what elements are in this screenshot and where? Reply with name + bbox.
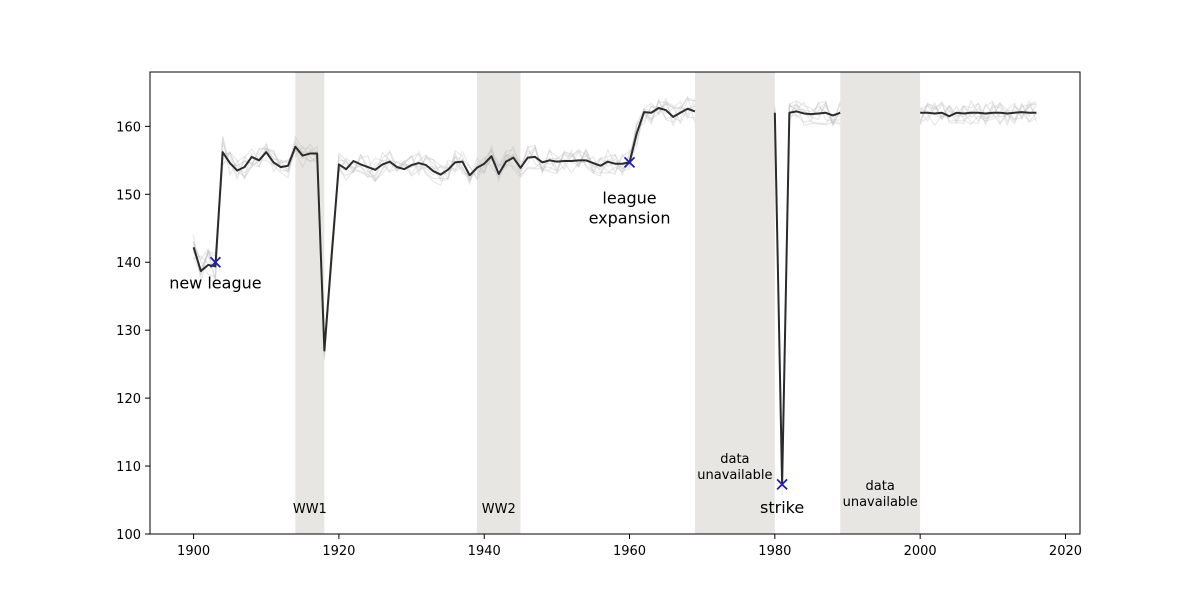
y-tick-label: 150: [116, 188, 141, 203]
x-tick-label: 1960: [613, 544, 646, 559]
ghost-line: [919, 100, 1037, 125]
ghost-line: [193, 100, 695, 355]
x-marker-stroke: [623, 156, 636, 168]
region-label: data unavailable: [697, 452, 772, 483]
x-marker: [209, 256, 222, 268]
annotation-label-line: strike: [760, 498, 804, 517]
region-label-line: unavailable: [697, 468, 772, 483]
ghost-line: [193, 96, 696, 360]
annotation-label-line: new league: [169, 274, 261, 293]
annotation-label-line: expansion: [589, 209, 671, 228]
shaded-region: [476, 72, 521, 534]
shaded-region: [840, 72, 921, 534]
y-tick-label: 110: [116, 460, 141, 475]
ghost-line: [919, 99, 1037, 127]
x-tick-label: 2020: [1049, 544, 1082, 559]
ghost-line: [193, 101, 696, 341]
main-lines: [192, 107, 1037, 486]
x-tick-label: 1900: [177, 544, 210, 559]
x-tick-label: 2000: [904, 544, 937, 559]
plot-frame: [149, 71, 1081, 535]
y-tick-label: 140: [116, 256, 141, 271]
region-label-line: WW1: [293, 502, 327, 517]
region-label-line: unavailable: [843, 495, 918, 510]
ghost-line: [193, 95, 696, 340]
annotation-label: strike: [760, 498, 804, 517]
x-marker-stroke: [209, 256, 222, 268]
x-marker-stroke: [776, 478, 788, 491]
annotations: new league league expansion strike: [169, 189, 804, 517]
annotation-label: new league: [169, 274, 261, 293]
series-line: [773, 110, 841, 486]
region-label-line: WW2: [482, 502, 516, 517]
shaded-region: [295, 72, 325, 534]
y-tick-label: 160: [116, 120, 141, 135]
series-line: [192, 107, 696, 352]
series-line: [920, 111, 1037, 118]
annotation-markers: [209, 156, 788, 491]
region-label: WW2: [482, 502, 516, 517]
annotation-label-line: league: [602, 189, 656, 208]
x-axis: 1900 1920 1940 1960 1980 2000 2020: [177, 534, 1082, 559]
x-tick-label: 1920: [322, 544, 355, 559]
y-tick-label: 120: [116, 392, 141, 407]
y-tick-label: 100: [116, 528, 141, 543]
shaded-regions: [295, 72, 921, 534]
shaded-region: [694, 72, 775, 534]
x-tick-label: 1980: [758, 544, 791, 559]
annotation-label: league expansion: [589, 189, 671, 228]
x-marker: [623, 156, 636, 168]
y-tick-label: 130: [116, 324, 141, 339]
ghost-line: [193, 99, 696, 345]
region-label: WW1: [293, 502, 327, 517]
x-marker: [776, 478, 788, 491]
y-axis: 100 110 120 130 140 150 160: [116, 120, 150, 543]
region-label-line: data: [720, 452, 749, 467]
x-tick-label: 1940: [468, 544, 501, 559]
region-label-line: data: [866, 479, 895, 494]
region-label: data unavailable: [843, 479, 918, 510]
